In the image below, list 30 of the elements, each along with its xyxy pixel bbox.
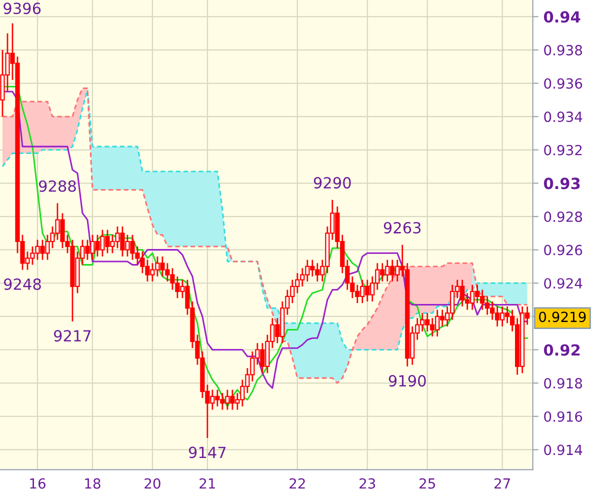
annotation: 9288 [39,180,76,192]
y-tick-label: 0.93 [544,178,580,190]
y-tick-label: 0.926 [544,244,582,256]
x-tick-label: 16 [30,478,46,489]
y-tick-label: 0.918 [544,378,582,389]
annotation: 9263 [384,222,421,234]
text: 0.9219 [539,312,586,322]
y-tick-label: 0.928 [544,211,582,222]
x-tick-label: 20 [144,478,160,489]
y-tick-label: 0.916 [544,411,582,422]
x-tick-label: 27 [494,478,510,489]
y-tick-label: 0.938 [544,44,582,56]
x-tick-label: 23 [360,478,376,489]
x-tick-label: 18 [85,478,100,489]
y-tick-label: 0.932 [544,144,582,156]
y-tick-label: 0.914 [544,444,582,456]
x-tick-label: 21 [200,478,215,489]
y-tick-label: 0.92 [544,344,580,356]
y-tick-label: 0.94 [544,11,580,23]
annotation: 9396 [4,2,41,14]
annotation: 9290 [314,177,351,189]
annotation: 9147 [188,446,226,458]
x-tick-label: 25 [420,478,435,489]
x-tick-label: 22 [290,478,305,489]
y-tick-label: 0.924 [544,278,582,289]
y-tick-label: 0.936 [544,78,582,89]
annotation: 9248 [4,278,41,290]
annotation: 9190 [388,375,426,387]
y-tick-label: 0.934 [544,112,582,122]
annotation: 9217 [54,330,91,342]
